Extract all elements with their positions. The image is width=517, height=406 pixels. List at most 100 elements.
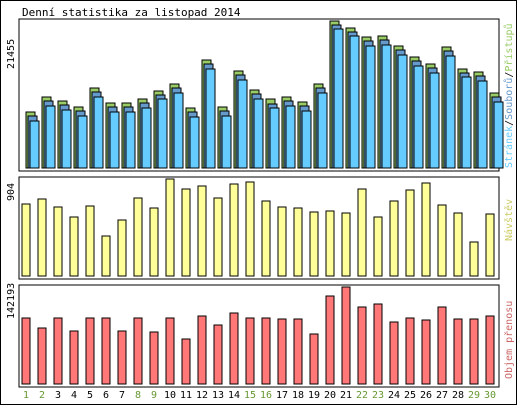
volume-bar-28: [453, 318, 463, 385]
requests-bar-strnek-27: [445, 55, 456, 169]
visits-bar-21: [341, 212, 351, 277]
volume-bar-24: [389, 321, 399, 385]
day-label-8: 8: [135, 390, 141, 401]
day-label-10: 10: [164, 390, 176, 401]
visits-bar-2: [37, 198, 47, 277]
volume-bar-16: [261, 317, 271, 385]
visits-bar-17: [277, 206, 287, 277]
visits-bar-29: [469, 241, 479, 277]
day-label-28: 28: [452, 390, 464, 401]
visits-bar-8: [133, 197, 143, 277]
volume-bar-23: [373, 303, 383, 385]
requests-bar-strnek-18: [301, 110, 312, 169]
day-label-22: 22: [356, 390, 368, 401]
volume-bar-4: [69, 330, 79, 385]
visits-bar-15: [245, 181, 255, 277]
volume-bar-1: [21, 317, 31, 385]
requests-bar-strnek-16: [269, 107, 280, 169]
volume-bar-11: [181, 338, 191, 385]
volume-bar-21: [341, 286, 351, 385]
day-label-1: 1: [23, 390, 29, 401]
requests-legend-part-1: /: [504, 120, 515, 126]
volume-bar-29: [469, 318, 479, 385]
requests-legend: Stránek/Souborů/Přístupů: [503, 23, 515, 168]
requests-bar-strnek-24: [397, 54, 408, 169]
volume-bar-12: [197, 315, 207, 385]
visits-bar-23: [373, 216, 383, 277]
visits-bar-30: [485, 213, 495, 277]
visits-bar-14: [229, 183, 239, 277]
requests-bar-strnek-29: [477, 80, 488, 169]
visits-legend-part-0: Návštěv: [503, 199, 515, 241]
volume-bar-18: [293, 318, 303, 385]
day-label-17: 17: [276, 390, 288, 401]
requests-bar-strnek-9: [157, 98, 168, 169]
visits-bar-4: [69, 216, 79, 277]
volume-bar-3: [53, 317, 63, 385]
day-label-13: 13: [212, 390, 224, 401]
requests-bar-strnek-19: [317, 92, 328, 169]
requests-bar-strnek-30: [493, 101, 504, 169]
visits-bar-7: [117, 219, 127, 277]
requests-bar-strnek-15: [253, 98, 264, 169]
requests-bar-strnek-7: [125, 111, 136, 169]
visits-bar-18: [293, 207, 303, 277]
requests-bar-strnek-11: [189, 116, 200, 169]
day-label-4: 4: [71, 390, 77, 401]
requests-legend-part-3: /: [504, 72, 515, 78]
requests-bar-strnek-26: [429, 72, 440, 169]
requests-legend-part-0: Stránek: [503, 126, 515, 168]
day-label-26: 26: [420, 390, 432, 401]
day-label-18: 18: [292, 390, 304, 401]
visits-bar-26: [421, 182, 431, 277]
volume-bar-13: [213, 324, 223, 385]
volume-bar-15: [245, 317, 255, 385]
day-label-2: 2: [39, 390, 45, 401]
requests-bar-strnek-5: [93, 96, 104, 169]
day-label-19: 19: [308, 390, 320, 401]
volume-panel-frame: [18, 284, 500, 388]
volume-max-label: 142193: [6, 283, 17, 319]
visits-bar-11: [181, 188, 191, 277]
day-label-30: 30: [484, 390, 496, 401]
bars-layer: [21, 20, 504, 385]
volume-bar-14: [229, 312, 239, 385]
volume-bar-27: [437, 306, 447, 385]
volume-bar-22: [357, 306, 367, 385]
visits-bar-16: [261, 200, 271, 277]
day-label-3: 3: [55, 390, 61, 401]
volume-bar-9: [149, 331, 159, 385]
visits-bar-12: [197, 185, 207, 277]
requests-legend-part-4: Přístupů: [503, 23, 515, 71]
volume-bar-5: [85, 317, 95, 385]
requests-bar-strnek-23: [381, 44, 392, 169]
day-label-9: 9: [151, 390, 157, 401]
chart-title: Denní statistika za listopad 2014: [22, 6, 241, 19]
visits-bar-20: [325, 210, 335, 277]
visits-bar-27: [437, 204, 447, 277]
requests-bar-strnek-12: [205, 68, 216, 169]
visits-bar-25: [405, 189, 415, 277]
visits-bar-10: [165, 178, 175, 277]
requests-bar-strnek-2: [45, 105, 56, 169]
day-label-11: 11: [180, 390, 192, 401]
requests-bar-strnek-6: [109, 111, 120, 169]
day-label-14: 14: [228, 390, 240, 401]
day-label-7: 7: [119, 390, 125, 401]
visits-bar-6: [101, 235, 111, 277]
visits-bar-28: [453, 212, 463, 277]
day-label-12: 12: [196, 390, 208, 401]
day-label-24: 24: [388, 390, 400, 401]
visits-bar-3: [53, 206, 63, 277]
volume-bar-25: [405, 317, 415, 385]
day-label-15: 15: [244, 390, 256, 401]
requests-bar-strnek-4: [77, 115, 88, 169]
day-label-23: 23: [372, 390, 384, 401]
volume-bar-2: [37, 327, 47, 385]
visits-bar-13: [213, 197, 223, 277]
visits-bar-19: [309, 211, 319, 277]
requests-bar-strnek-14: [237, 79, 248, 169]
